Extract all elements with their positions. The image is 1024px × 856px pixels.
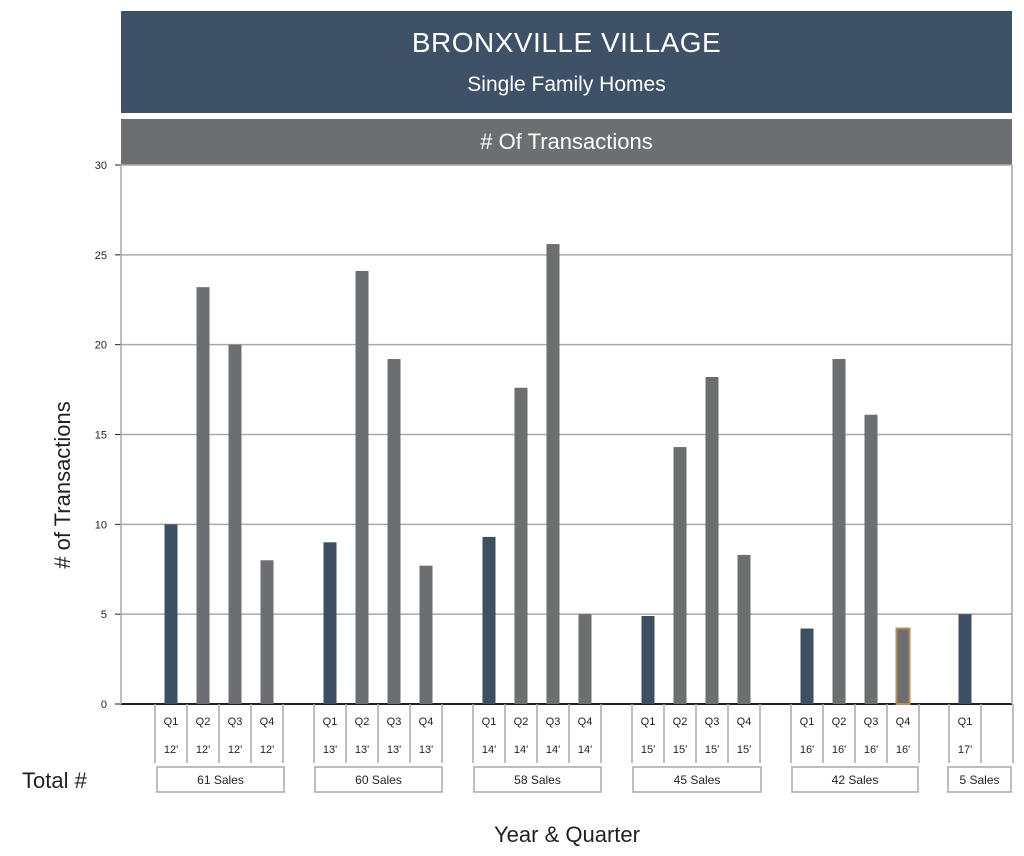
- x-year-label: 15': [737, 744, 751, 756]
- total-box: [156, 766, 285, 793]
- chart-title: BRONXVILLE VILLAGE: [411, 27, 722, 58]
- x-quarter-label: Q2: [355, 716, 370, 728]
- total-box: [947, 766, 1012, 793]
- bar: [419, 565, 433, 704]
- y-axis-label: # of Transactions: [50, 401, 75, 569]
- bar: [196, 287, 210, 704]
- x-year-label: 15': [673, 744, 687, 756]
- x-quarter-label: Q4: [737, 716, 752, 728]
- chart-header: BRONXVILLE VILLAGE Single Family Homes: [121, 11, 1012, 113]
- x-quarter-label: Q2: [196, 716, 211, 728]
- total-box: [632, 766, 762, 793]
- x-quarter-label: Q3: [864, 716, 879, 728]
- x-year-label: 14': [578, 744, 592, 756]
- bar: [958, 614, 972, 704]
- x-quarter-label: Q1: [958, 716, 973, 728]
- bar: [641, 615, 655, 704]
- y-tick-label: 30: [95, 160, 107, 172]
- y-tick-label: 10: [95, 519, 107, 531]
- x-quarter-label: Q1: [482, 716, 497, 728]
- x-quarter-label: Q2: [832, 716, 847, 728]
- total-sales-label: 5 Sales: [959, 773, 999, 787]
- y-tick-label: 0: [101, 699, 107, 711]
- x-year-label: 13': [323, 744, 337, 756]
- bar: [387, 359, 401, 704]
- chart-subheader: # Of Transactions: [121, 119, 1012, 165]
- x-year-label: 12': [164, 744, 178, 756]
- x-quarter-label: Q3: [228, 716, 243, 728]
- x-year-label: 13': [355, 744, 369, 756]
- x-quarter-label: Q3: [387, 716, 402, 728]
- x-year-label: 15': [705, 744, 719, 756]
- x-year-label: 12': [260, 744, 274, 756]
- x-quarter-label: Q4: [578, 716, 593, 728]
- total-sales-label: 58 Sales: [514, 773, 561, 787]
- x-year-label: 13': [419, 744, 433, 756]
- x-year-label: 12': [196, 744, 210, 756]
- x-year-label: 16': [832, 744, 846, 756]
- total-sales-label: 42 Sales: [832, 773, 879, 787]
- bar: [864, 414, 878, 704]
- bar: [737, 554, 751, 704]
- bar: [705, 377, 719, 704]
- x-quarter-label: Q2: [514, 716, 529, 728]
- x-year-label: 14': [482, 744, 496, 756]
- x-axis-label: Year & Quarter: [494, 822, 640, 847]
- y-tick-label: 15: [95, 430, 107, 442]
- y-tick-label: 25: [95, 250, 107, 262]
- y-tick-label: 5: [101, 609, 107, 621]
- bar: [546, 244, 560, 704]
- x-year-label: 16': [864, 744, 878, 756]
- x-quarter-label: Q4: [896, 716, 911, 728]
- total-box: [473, 766, 602, 793]
- y-tick-label: 20: [95, 340, 107, 352]
- x-quarter-label: Q3: [546, 716, 561, 728]
- bar: [355, 271, 369, 704]
- x-year-label: 17': [958, 744, 972, 756]
- bar: [673, 447, 687, 704]
- bar: [578, 614, 592, 704]
- bar: [514, 387, 528, 704]
- x-quarter-label: Q3: [705, 716, 720, 728]
- x-quarter-label: Q1: [164, 716, 179, 728]
- total-row-label: Total #: [22, 768, 88, 793]
- x-quarter-label: Q2: [673, 716, 688, 728]
- x-year-label: 16': [800, 744, 814, 756]
- x-quarter-label: Q1: [641, 716, 656, 728]
- x-quarter-label: Q4: [419, 716, 434, 728]
- x-quarter-label: Q1: [800, 716, 815, 728]
- total-sales-label: 61 Sales: [197, 773, 244, 787]
- x-year-label: 15': [641, 744, 655, 756]
- bar: [164, 524, 178, 704]
- bar: [228, 344, 242, 704]
- bar: [832, 359, 846, 704]
- x-year-label: 16': [896, 744, 910, 756]
- x-year-label: 14': [546, 744, 560, 756]
- total-box: [314, 766, 443, 793]
- total-sales-label: 45 Sales: [674, 773, 721, 787]
- bar: [260, 560, 274, 704]
- x-year-label: 14': [514, 744, 528, 756]
- total-sales-label: 60 Sales: [355, 773, 402, 787]
- bar: [800, 628, 814, 704]
- x-quarter-label: Q1: [323, 716, 338, 728]
- x-year-label: 13': [387, 744, 401, 756]
- chart-subtitle: Single Family Homes: [467, 73, 666, 96]
- total-box: [791, 766, 919, 793]
- x-quarter-label: Q4: [260, 716, 275, 728]
- bar: [482, 536, 496, 704]
- bar: [895, 627, 911, 705]
- bar: [323, 542, 337, 704]
- x-year-label: 12': [228, 744, 242, 756]
